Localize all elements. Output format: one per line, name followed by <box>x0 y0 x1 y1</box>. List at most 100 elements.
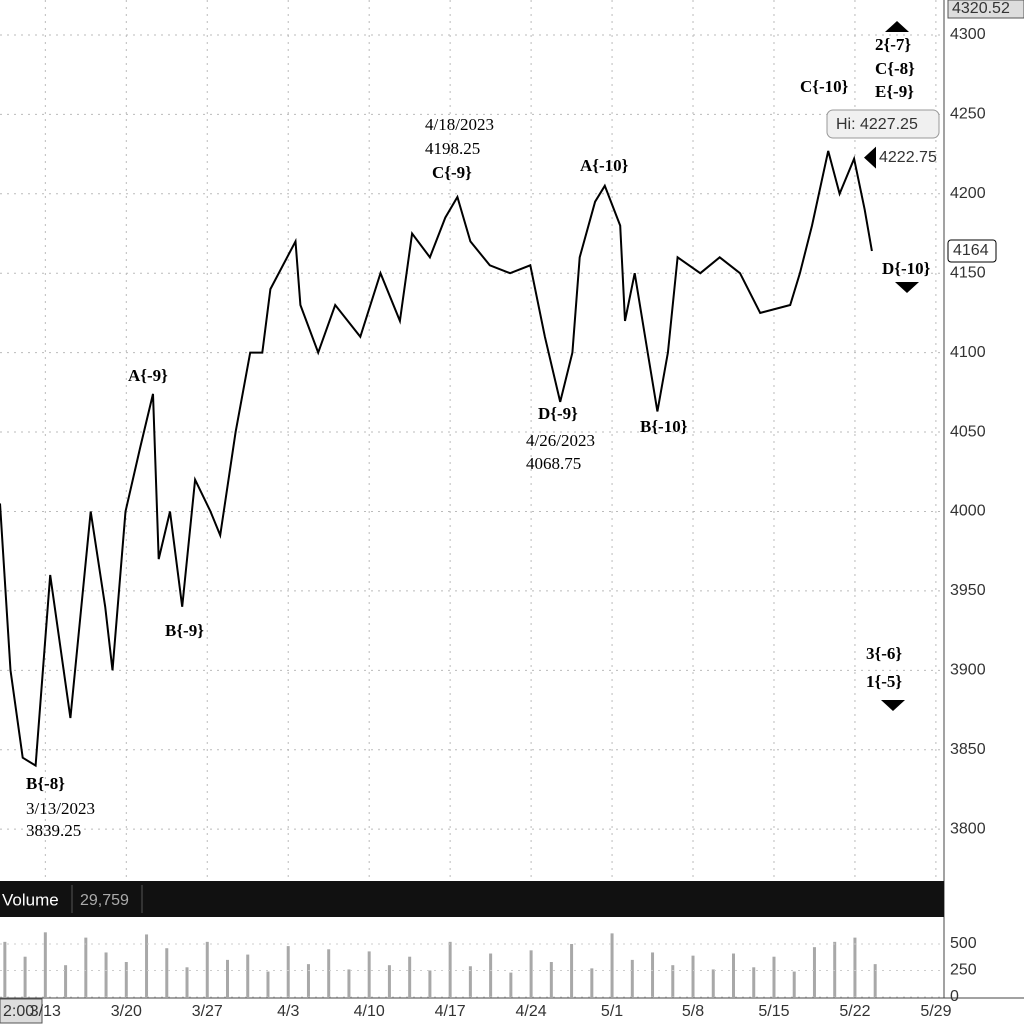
wave-label: 4068.75 <box>526 454 581 473</box>
volume-bar <box>489 953 493 997</box>
triangle <box>895 282 919 293</box>
volume-bar <box>246 954 250 997</box>
volume-bar <box>549 962 553 997</box>
volume-bar <box>792 971 796 997</box>
wave-label: B{-8} <box>26 774 65 793</box>
x-tick-label: 3/27 <box>192 1003 223 1020</box>
volume-bar <box>145 934 149 997</box>
y-tick-label: 4000 <box>950 503 986 520</box>
volume-bar <box>225 959 229 997</box>
volume-bar <box>711 969 715 997</box>
volume-bar <box>43 932 47 997</box>
volume-header <box>0 881 944 917</box>
volume-bar <box>691 955 695 997</box>
volume-bar <box>185 967 189 997</box>
wave-label: 4198.25 <box>425 139 480 158</box>
volume-bar <box>630 959 634 997</box>
wave-label: E{-9} <box>875 82 914 101</box>
x-tick-label: 5/15 <box>758 1003 789 1020</box>
volume-bar <box>367 951 371 997</box>
price-line <box>0 150 873 768</box>
y-tick-label: 4200 <box>950 185 986 202</box>
x-tick-label: 4/17 <box>435 1003 466 1020</box>
last-price: 4164 <box>953 242 989 259</box>
volume-bar <box>23 956 27 997</box>
y-tick-label: 3800 <box>950 820 986 837</box>
triangle <box>881 700 905 711</box>
y-tick-label: 3950 <box>950 582 986 599</box>
time-label: 2:00 <box>3 1003 34 1020</box>
wave-label: D{-10} <box>882 259 931 278</box>
wave-label: 4/18/2023 <box>425 115 494 134</box>
x-tick-label: 5/8 <box>682 1003 704 1020</box>
volume-bar <box>205 941 209 997</box>
volume-bar <box>448 941 452 997</box>
y-tick-label: 4250 <box>950 106 986 123</box>
x-tick-label: 3/20 <box>111 1003 142 1020</box>
wave-label: C{-8} <box>875 59 915 78</box>
volume-bar <box>3 941 7 997</box>
marker-triangle <box>864 146 876 169</box>
wave-label: B{-10} <box>640 417 688 436</box>
wave-label: 2{-7} <box>875 35 911 54</box>
price-box <box>947 0 1024 19</box>
x-tick-label: 4/3 <box>277 1003 299 1020</box>
wave-label: 3839.25 <box>26 821 81 840</box>
x-tick-label: 4/10 <box>354 1003 385 1020</box>
volume-bar <box>812 947 816 997</box>
x-tick-label: 3/13 <box>30 1003 61 1020</box>
wave-label: A{-9} <box>128 366 168 385</box>
triangle <box>885 21 909 32</box>
volume-bar <box>165 948 169 997</box>
marker-price: 4222.75 <box>879 149 937 166</box>
volume-bar <box>327 949 331 997</box>
x-tick-label: 5/29 <box>920 1003 951 1020</box>
wave-label: D{-9} <box>538 404 578 423</box>
time-box <box>0 998 43 1024</box>
volume-bar <box>833 941 837 997</box>
volume-bar <box>732 953 736 997</box>
y-tick-label: 3850 <box>950 741 986 758</box>
volume-bar <box>590 968 594 997</box>
volume-bar <box>408 956 412 997</box>
volume-bar <box>468 966 472 997</box>
volume-bar <box>570 943 574 997</box>
panel-title: Volume <box>2 890 59 909</box>
volume-bar <box>853 937 857 997</box>
last-price-box <box>947 239 997 263</box>
y-tick-label: 4100 <box>950 344 986 361</box>
wave-label: 1{-5} <box>866 672 902 691</box>
x-tick-label: 5/22 <box>839 1003 870 1020</box>
y-tick-label: 4150 <box>950 264 986 281</box>
wave-label: B{-9} <box>165 621 204 640</box>
x-tick-label: 4/24 <box>516 1003 547 1020</box>
y-tick-label: 3900 <box>950 662 986 679</box>
volume-current: 29,759 <box>80 892 129 909</box>
volume-bar <box>266 971 270 997</box>
wave-label: 4/26/2023 <box>526 431 595 450</box>
volume-bar <box>124 962 128 997</box>
volume-bar <box>64 965 68 997</box>
y-tick-label: 4050 <box>950 423 986 440</box>
volume-bar <box>529 950 533 997</box>
volume-bar <box>387 965 391 997</box>
y-tick-label: 0 <box>950 988 959 1005</box>
volume-bar <box>306 964 310 997</box>
volume-bar <box>651 952 655 997</box>
volume-bar <box>104 952 108 997</box>
volume-bar <box>873 964 877 997</box>
volume-bar <box>509 972 513 997</box>
volume-bar <box>286 946 290 997</box>
hi-label: Hi: 4227.25 <box>836 116 918 133</box>
volume-bar <box>772 956 776 997</box>
volume-bar <box>610 933 614 997</box>
volume-bar <box>752 967 756 997</box>
hi-tooltip <box>826 109 940 139</box>
wave-label: C{-10} <box>800 77 849 96</box>
volume-bar <box>347 969 351 997</box>
x-tick-label: 5/1 <box>601 1003 623 1020</box>
volume-bar <box>84 937 88 997</box>
axis-top-label: 4320.52 <box>952 0 1010 17</box>
y-tick-label: 4300 <box>950 26 986 43</box>
